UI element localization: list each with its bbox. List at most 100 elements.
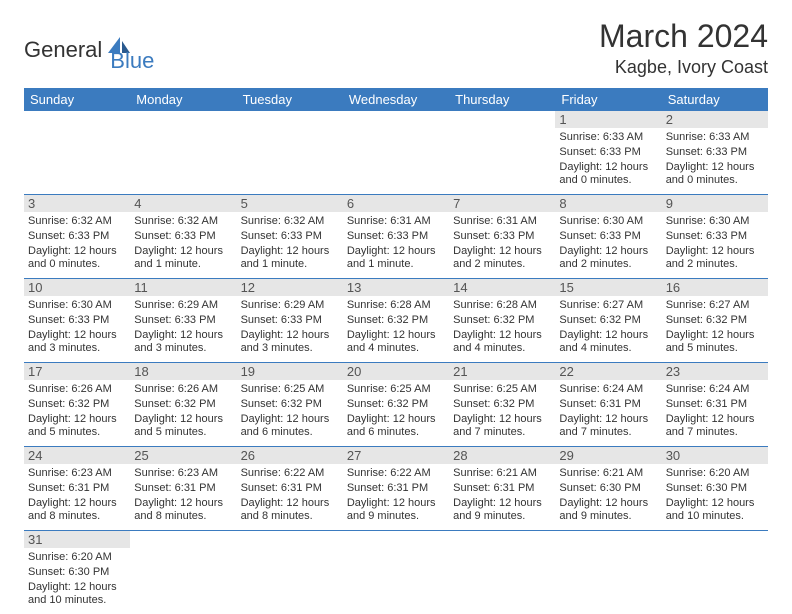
day-header-fri: Friday [555, 88, 661, 111]
sunset-text: Sunset: 6:33 PM [241, 229, 339, 244]
day-header-thu: Thursday [449, 88, 555, 111]
calendar-day-cell: 24Sunrise: 6:23 AMSunset: 6:31 PMDayligh… [24, 447, 130, 531]
calendar-day-cell: 25Sunrise: 6:23 AMSunset: 6:31 PMDayligh… [130, 447, 236, 531]
daylight-text: Daylight: 12 hours and 0 minutes. [559, 160, 657, 189]
calendar-empty-cell [343, 531, 449, 614]
title-block: March 2024 Kagbe, Ivory Coast [599, 18, 768, 78]
day-header-tue: Tuesday [237, 88, 343, 111]
sunrise-text: Sunrise: 6:32 AM [134, 214, 232, 229]
day-header-row: Sunday Monday Tuesday Wednesday Thursday… [24, 88, 768, 111]
calendar-week-row: 24Sunrise: 6:23 AMSunset: 6:31 PMDayligh… [24, 447, 768, 531]
sunset-text: Sunset: 6:33 PM [134, 229, 232, 244]
day-number: 11 [130, 279, 236, 296]
calendar-day-cell: 26Sunrise: 6:22 AMSunset: 6:31 PMDayligh… [237, 447, 343, 531]
day-number: 21 [449, 363, 555, 380]
daylight-text: Daylight: 12 hours and 2 minutes. [453, 244, 551, 273]
calendar-day-cell: 30Sunrise: 6:20 AMSunset: 6:30 PMDayligh… [662, 447, 768, 531]
calendar-day-cell: 10Sunrise: 6:30 AMSunset: 6:33 PMDayligh… [24, 279, 130, 363]
daylight-text: Daylight: 12 hours and 3 minutes. [134, 328, 232, 357]
calendar-day-cell: 16Sunrise: 6:27 AMSunset: 6:32 PMDayligh… [662, 279, 768, 363]
calendar-day-cell: 5Sunrise: 6:32 AMSunset: 6:33 PMDaylight… [237, 195, 343, 279]
day-number: 9 [662, 195, 768, 212]
day-number: 14 [449, 279, 555, 296]
calendar-empty-cell [130, 111, 236, 195]
calendar-week-row: 17Sunrise: 6:26 AMSunset: 6:32 PMDayligh… [24, 363, 768, 447]
day-number: 6 [343, 195, 449, 212]
calendar-day-cell: 4Sunrise: 6:32 AMSunset: 6:33 PMDaylight… [130, 195, 236, 279]
day-number: 16 [662, 279, 768, 296]
sunrise-text: Sunrise: 6:27 AM [666, 298, 764, 313]
sunrise-text: Sunrise: 6:20 AM [666, 466, 764, 481]
day-number: 5 [237, 195, 343, 212]
calendar-day-cell: 8Sunrise: 6:30 AMSunset: 6:33 PMDaylight… [555, 195, 661, 279]
sunset-text: Sunset: 6:33 PM [241, 313, 339, 328]
sunrise-text: Sunrise: 6:21 AM [559, 466, 657, 481]
sunrise-text: Sunrise: 6:25 AM [241, 382, 339, 397]
sunrise-text: Sunrise: 6:29 AM [241, 298, 339, 313]
sunset-text: Sunset: 6:33 PM [666, 145, 764, 160]
sunrise-text: Sunrise: 6:23 AM [28, 466, 126, 481]
sunrise-text: Sunrise: 6:24 AM [559, 382, 657, 397]
calendar-day-cell: 2Sunrise: 6:33 AMSunset: 6:33 PMDaylight… [662, 111, 768, 195]
sunrise-text: Sunrise: 6:21 AM [453, 466, 551, 481]
sunset-text: Sunset: 6:32 PM [453, 397, 551, 412]
day-header-wed: Wednesday [343, 88, 449, 111]
sunset-text: Sunset: 6:33 PM [28, 313, 126, 328]
sunrise-text: Sunrise: 6:22 AM [347, 466, 445, 481]
sunrise-text: Sunrise: 6:32 AM [28, 214, 126, 229]
daylight-text: Daylight: 12 hours and 8 minutes. [241, 496, 339, 525]
day-number: 27 [343, 447, 449, 464]
sunset-text: Sunset: 6:33 PM [28, 229, 126, 244]
daylight-text: Daylight: 12 hours and 9 minutes. [453, 496, 551, 525]
calendar-day-cell: 17Sunrise: 6:26 AMSunset: 6:32 PMDayligh… [24, 363, 130, 447]
sunset-text: Sunset: 6:33 PM [347, 229, 445, 244]
location: Kagbe, Ivory Coast [599, 57, 768, 78]
calendar-day-cell: 11Sunrise: 6:29 AMSunset: 6:33 PMDayligh… [130, 279, 236, 363]
sunset-text: Sunset: 6:33 PM [134, 313, 232, 328]
daylight-text: Daylight: 12 hours and 4 minutes. [559, 328, 657, 357]
sunrise-text: Sunrise: 6:26 AM [134, 382, 232, 397]
day-number: 23 [662, 363, 768, 380]
month-title: March 2024 [599, 18, 768, 55]
sunset-text: Sunset: 6:32 PM [241, 397, 339, 412]
calendar-week-row: 3Sunrise: 6:32 AMSunset: 6:33 PMDaylight… [24, 195, 768, 279]
daylight-text: Daylight: 12 hours and 2 minutes. [559, 244, 657, 273]
calendar-day-cell: 3Sunrise: 6:32 AMSunset: 6:33 PMDaylight… [24, 195, 130, 279]
calendar-day-cell: 21Sunrise: 6:25 AMSunset: 6:32 PMDayligh… [449, 363, 555, 447]
day-number: 30 [662, 447, 768, 464]
daylight-text: Daylight: 12 hours and 4 minutes. [347, 328, 445, 357]
calendar-empty-cell [237, 111, 343, 195]
day-header-sun: Sunday [24, 88, 130, 111]
sunrise-text: Sunrise: 6:32 AM [241, 214, 339, 229]
sunrise-text: Sunrise: 6:24 AM [666, 382, 764, 397]
sunset-text: Sunset: 6:32 PM [347, 397, 445, 412]
sunrise-text: Sunrise: 6:28 AM [347, 298, 445, 313]
calendar-empty-cell [662, 531, 768, 614]
calendar-week-row: 10Sunrise: 6:30 AMSunset: 6:33 PMDayligh… [24, 279, 768, 363]
day-number: 7 [449, 195, 555, 212]
sunset-text: Sunset: 6:31 PM [28, 481, 126, 496]
daylight-text: Daylight: 12 hours and 1 minute. [134, 244, 232, 273]
calendar-day-cell: 6Sunrise: 6:31 AMSunset: 6:33 PMDaylight… [343, 195, 449, 279]
daylight-text: Daylight: 12 hours and 5 minutes. [666, 328, 764, 357]
daylight-text: Daylight: 12 hours and 10 minutes. [666, 496, 764, 525]
sunset-text: Sunset: 6:33 PM [559, 145, 657, 160]
day-number: 20 [343, 363, 449, 380]
sunset-text: Sunset: 6:31 PM [453, 481, 551, 496]
calendar-day-cell: 1Sunrise: 6:33 AMSunset: 6:33 PMDaylight… [555, 111, 661, 195]
calendar-day-cell: 23Sunrise: 6:24 AMSunset: 6:31 PMDayligh… [662, 363, 768, 447]
calendar-day-cell: 15Sunrise: 6:27 AMSunset: 6:32 PMDayligh… [555, 279, 661, 363]
daylight-text: Daylight: 12 hours and 6 minutes. [241, 412, 339, 441]
sunrise-text: Sunrise: 6:28 AM [453, 298, 551, 313]
daylight-text: Daylight: 12 hours and 4 minutes. [453, 328, 551, 357]
daylight-text: Daylight: 12 hours and 0 minutes. [28, 244, 126, 273]
sunset-text: Sunset: 6:31 PM [666, 397, 764, 412]
calendar-day-cell: 29Sunrise: 6:21 AMSunset: 6:30 PMDayligh… [555, 447, 661, 531]
sunset-text: Sunset: 6:31 PM [347, 481, 445, 496]
sunrise-text: Sunrise: 6:25 AM [347, 382, 445, 397]
daylight-text: Daylight: 12 hours and 9 minutes. [559, 496, 657, 525]
day-number: 17 [24, 363, 130, 380]
day-number: 28 [449, 447, 555, 464]
calendar-day-cell: 7Sunrise: 6:31 AMSunset: 6:33 PMDaylight… [449, 195, 555, 279]
day-number: 2 [662, 111, 768, 128]
